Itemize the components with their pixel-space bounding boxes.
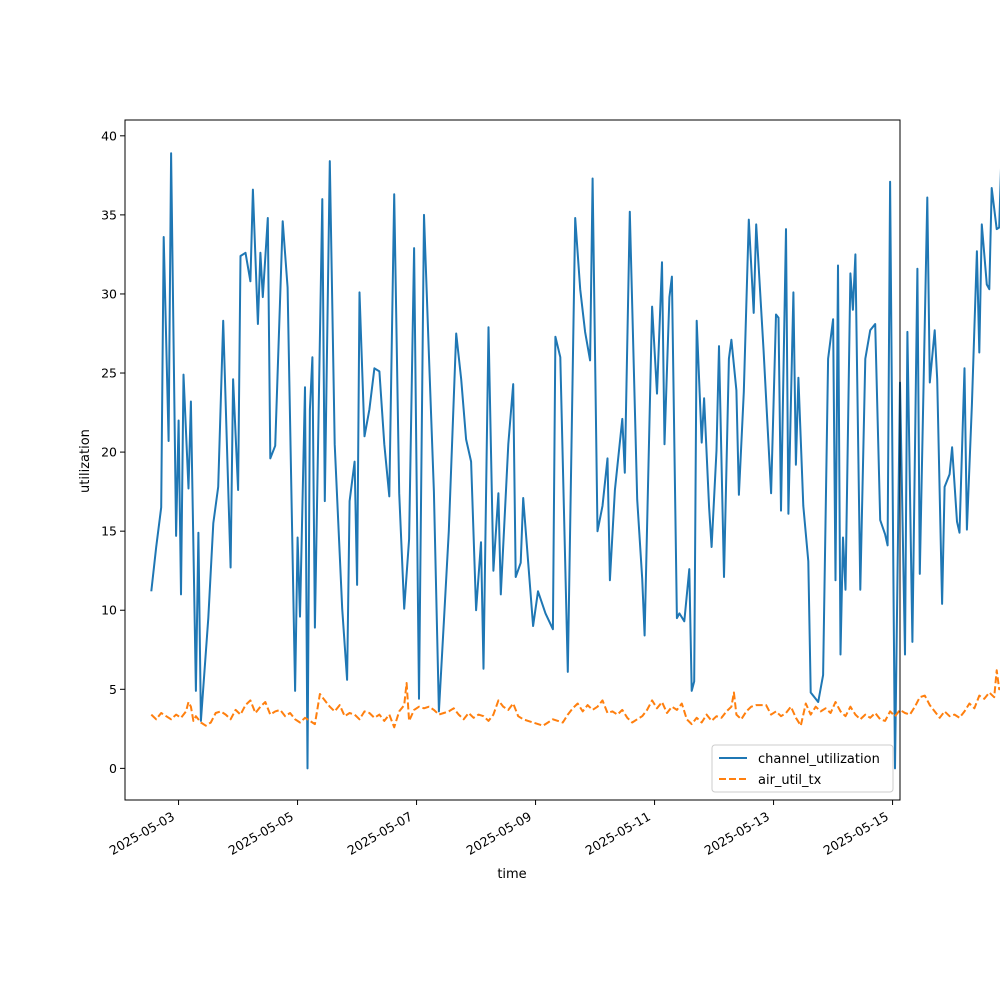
y-tick-label: 10	[101, 603, 117, 618]
y-tick-label: 5	[109, 682, 117, 697]
y-tick-label: 0	[109, 761, 117, 776]
legend-label-channel-utilization: channel_utilization	[758, 752, 880, 767]
series-line-air-util-tx	[150, 669, 1000, 729]
y-tick-label: 30	[101, 286, 117, 301]
y-tick-label: 40	[101, 128, 117, 143]
y-axis: 0 5 10 15 20 25 30 35 40	[101, 128, 125, 776]
plot-area	[150, 152, 1000, 770]
y-tick-label: 20	[101, 445, 117, 460]
y-tick-label: 25	[101, 366, 117, 381]
y-axis-title: utilization	[78, 429, 93, 493]
y-tick-label: 35	[101, 207, 117, 222]
y-tick-label: 15	[101, 524, 117, 539]
legend-frame	[711, 744, 894, 793]
legend: channel_utilization air_util_tx	[711, 744, 894, 793]
x-axis-title: time	[497, 867, 526, 882]
axes-frame	[124, 119, 901, 801]
series-line-channel-utilization	[150, 152, 1000, 770]
legend-label-air-util-tx: air_util_tx	[758, 773, 822, 788]
